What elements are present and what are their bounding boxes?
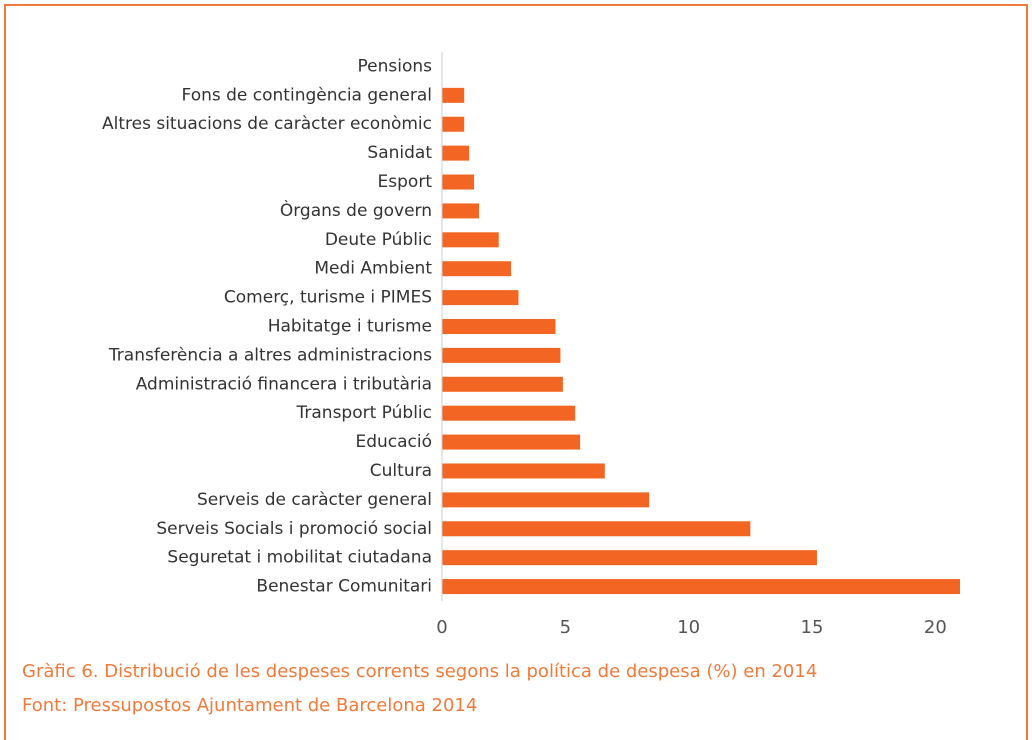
bar [442, 434, 581, 450]
y-tick-label: Sanidat [367, 143, 432, 163]
x-tick-label: 10 [677, 617, 700, 638]
y-tick-label: Administració financera i tributària [136, 374, 432, 394]
chart-title: Gràfic 6. Distribució de les despeses co… [22, 661, 817, 682]
y-tick-label: Òrgans de govern [280, 199, 432, 221]
bar [442, 203, 479, 219]
frame [4, 4, 1028, 740]
bar [442, 319, 556, 334]
x-tick-label: 15 [801, 617, 824, 638]
y-tick-label: Cultura [370, 461, 432, 481]
y-tick-label: Deute Públic [325, 230, 432, 250]
bar [442, 521, 751, 537]
y-tick-label: Transport Públic [296, 403, 433, 423]
y-tick-label: Educació [355, 432, 432, 452]
bar [442, 347, 561, 363]
source: Font: Pressupostos Ajuntament de Barcelo… [22, 695, 477, 716]
bar [442, 463, 605, 479]
bar [442, 232, 499, 248]
bar [442, 174, 475, 190]
bar [442, 116, 465, 132]
y-tick-label: Benestar Comunitari [256, 577, 432, 597]
y-tick-label: Habitatge i turisme [268, 317, 432, 337]
bar [442, 87, 465, 103]
bar [442, 492, 650, 508]
y-tick-label: Fons de contingència general [182, 85, 432, 105]
y-tick-label: Pensions [358, 56, 433, 76]
bar [442, 579, 960, 595]
bar [442, 405, 576, 421]
y-tick-label: Serveis de caràcter general [197, 490, 432, 510]
y-tick-label: Transferència a altres administracions [108, 345, 432, 365]
x-tick-label: 0 [436, 617, 447, 638]
y-tick-label: Medi Ambient [314, 259, 432, 279]
bar [442, 145, 470, 161]
y-tick-label: Esport [378, 172, 433, 192]
y-tick-label: Serveis Socials i promoció social [156, 519, 432, 539]
y-tick-label: Comerç, turisme i PIMES [224, 288, 432, 308]
bar [442, 261, 512, 277]
y-tick-label: Altres situacions de caràcter econòmic [102, 114, 432, 134]
y-tick-label: Seguretat i mobilitat ciutadana [167, 548, 432, 568]
x-tick-label: 20 [924, 617, 947, 638]
bar [442, 550, 817, 566]
bar [442, 376, 563, 392]
x-tick-label: 5 [560, 617, 571, 638]
bar [442, 290, 519, 306]
